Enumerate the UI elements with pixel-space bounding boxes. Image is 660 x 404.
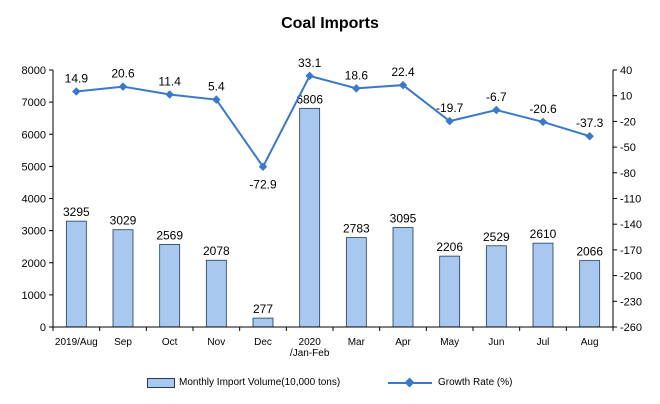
growth-rate-label: -19.7 bbox=[436, 101, 464, 115]
x-tick-label: Apr bbox=[395, 337, 411, 348]
bar bbox=[252, 317, 274, 328]
bar-value-label: 2783 bbox=[343, 222, 370, 236]
legend-item-growth: Growth Rate (%) bbox=[388, 377, 512, 388]
y-right-tick-label: -200 bbox=[620, 271, 642, 283]
growth-rate-point bbox=[492, 105, 501, 115]
bar-value-label: 2066 bbox=[576, 245, 603, 259]
bar bbox=[439, 255, 461, 328]
y-right-tick-label: -20 bbox=[620, 116, 636, 128]
growth-rate-label: 5.4 bbox=[208, 80, 225, 94]
legend-item-volume: Monthly Import Volume(10,000 tons) bbox=[147, 377, 340, 388]
growth-rate-point bbox=[258, 162, 268, 171]
growth-rate-point bbox=[305, 71, 314, 81]
x-tick-label: /Jan-Feb bbox=[290, 348, 330, 359]
y-right-tick-label: -140 bbox=[620, 219, 642, 231]
y-right-tick-label: 40 bbox=[620, 65, 632, 77]
growth-rate-label: 20.6 bbox=[111, 67, 135, 81]
y-right-tick-label: -110 bbox=[620, 194, 641, 206]
x-tick-label: May bbox=[440, 337, 459, 348]
x-tick-label: Oct bbox=[162, 337, 178, 348]
legend: Monthly Import Volume(10,000 tons) Growt… bbox=[0, 377, 660, 393]
bar-value-label: 6806 bbox=[296, 92, 323, 106]
bar bbox=[392, 227, 414, 328]
bar-value-label: 277 bbox=[253, 302, 273, 316]
bar bbox=[345, 237, 367, 328]
legend-bar-swatch bbox=[147, 377, 175, 388]
growth-rate-point bbox=[72, 87, 81, 96]
y-left-tick-label: 3000 bbox=[22, 226, 46, 238]
bar-value-label: 2569 bbox=[156, 228, 183, 242]
legend-label-volume: Monthly Import Volume(10,000 tons) bbox=[179, 377, 341, 388]
growth-rate-label: -20.6 bbox=[529, 102, 557, 116]
bar bbox=[159, 244, 181, 328]
growth-rate-point bbox=[585, 131, 594, 141]
x-tick-label: 2020 bbox=[299, 337, 322, 348]
x-tick-label: Nov bbox=[207, 337, 225, 348]
growth-rate-label: -72.9 bbox=[249, 178, 277, 192]
bar-value-label: 2610 bbox=[530, 227, 557, 241]
bar bbox=[112, 229, 134, 328]
bar bbox=[205, 259, 227, 328]
y-right-tick-label: -230 bbox=[620, 296, 642, 308]
y-right-tick-label: 10 bbox=[620, 91, 632, 103]
x-tick-label: Jun bbox=[488, 337, 504, 348]
growth-rate-point bbox=[398, 80, 408, 90]
y-right-tick-label: -260 bbox=[620, 322, 642, 334]
x-tick-label: 2019/Aug bbox=[55, 337, 98, 348]
legend-label-growth: Growth Rate (%) bbox=[438, 377, 513, 388]
chart-title: Coal Imports bbox=[281, 15, 379, 32]
x-tick-label: Aug bbox=[581, 337, 599, 348]
y-left-tick-label: 0 bbox=[40, 322, 46, 334]
growth-rate-label: 11.4 bbox=[158, 75, 181, 89]
growth-rate-label: -37.3 bbox=[576, 116, 604, 130]
x-tick-label: Sep bbox=[114, 337, 132, 348]
growth-rate-label: 33.1 bbox=[298, 56, 322, 70]
y-left-tick-label: 4000 bbox=[22, 194, 46, 206]
bar bbox=[579, 260, 601, 328]
growth-rate-point bbox=[538, 117, 548, 127]
bar-value-label: 2206 bbox=[436, 240, 463, 254]
growth-rate-label: 22.4 bbox=[391, 65, 415, 79]
bar-value-label: 3295 bbox=[63, 205, 90, 219]
growth-rate-point bbox=[445, 116, 454, 126]
growth-rate-label: 18.6 bbox=[345, 68, 369, 82]
bar-value-label: 3095 bbox=[390, 212, 417, 226]
y-right-tick-label: -50 bbox=[620, 142, 636, 154]
y-right-tick-label: -80 bbox=[620, 168, 636, 180]
growth-rate-point bbox=[352, 84, 361, 93]
bar-value-label: 2529 bbox=[483, 230, 510, 244]
bar-value-label: 2078 bbox=[203, 244, 230, 258]
growth-rate-label: -6.7 bbox=[486, 90, 507, 104]
growth-rate-point bbox=[212, 95, 221, 104]
growth-rate-label: 14.9 bbox=[65, 72, 89, 86]
x-tick-label: Mar bbox=[348, 337, 366, 348]
bar-value-label: 3029 bbox=[110, 214, 137, 228]
y-left-tick-label: 6000 bbox=[22, 129, 46, 141]
growth-rate-point bbox=[118, 82, 128, 91]
x-tick-label: Dec bbox=[254, 337, 272, 348]
y-right-tick-label: -170 bbox=[620, 245, 642, 257]
y-left-tick-label: 1000 bbox=[22, 290, 46, 302]
legend-line-swatch bbox=[388, 377, 432, 387]
y-left-tick-label: 5000 bbox=[22, 161, 46, 173]
y-left-tick-label: 2000 bbox=[22, 258, 46, 270]
growth-rate-line bbox=[76, 74, 590, 169]
y-left-tick-label: 7000 bbox=[22, 97, 46, 109]
growth-rate-point bbox=[165, 90, 174, 99]
bar bbox=[532, 242, 554, 328]
y-left-tick-label: 8000 bbox=[22, 65, 46, 77]
bar bbox=[485, 245, 507, 328]
x-tick-label: Jul bbox=[537, 337, 550, 348]
bar bbox=[299, 107, 321, 328]
bar bbox=[65, 220, 87, 328]
